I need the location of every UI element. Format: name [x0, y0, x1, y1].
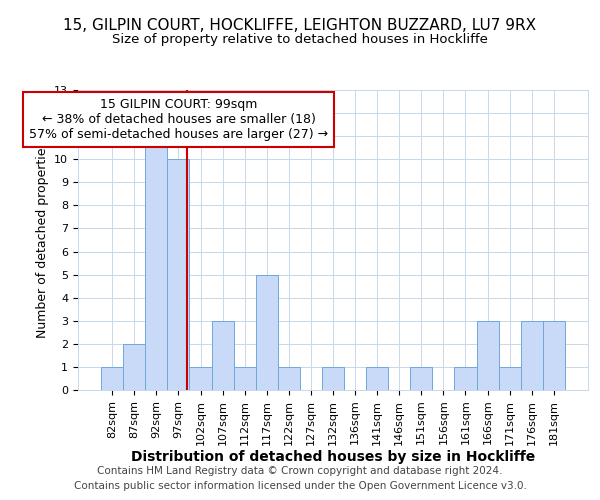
Text: Contains public sector information licensed under the Open Government Licence v3: Contains public sector information licen…: [74, 481, 526, 491]
Text: Contains HM Land Registry data © Crown copyright and database right 2024.: Contains HM Land Registry data © Crown c…: [97, 466, 503, 476]
Bar: [212, 321, 233, 390]
Y-axis label: Number of detached properties: Number of detached properties: [35, 142, 49, 338]
Text: 15 GILPIN COURT: 99sqm
← 38% of detached houses are smaller (18)
57% of semi-det: 15 GILPIN COURT: 99sqm ← 38% of detached…: [29, 98, 328, 141]
Bar: [145, 136, 167, 390]
Bar: [499, 367, 521, 390]
Bar: [167, 159, 190, 390]
Bar: [233, 367, 256, 390]
Bar: [521, 321, 543, 390]
Bar: [366, 367, 388, 390]
Bar: [543, 321, 565, 390]
Bar: [322, 367, 344, 390]
Bar: [101, 367, 123, 390]
Bar: [123, 344, 145, 390]
Bar: [476, 321, 499, 390]
Bar: [278, 367, 300, 390]
Bar: [454, 367, 476, 390]
Text: 15, GILPIN COURT, HOCKLIFFE, LEIGHTON BUZZARD, LU7 9RX: 15, GILPIN COURT, HOCKLIFFE, LEIGHTON BU…: [64, 18, 536, 32]
Text: Size of property relative to detached houses in Hockliffe: Size of property relative to detached ho…: [112, 32, 488, 46]
Bar: [256, 274, 278, 390]
Bar: [410, 367, 433, 390]
Bar: [190, 367, 212, 390]
X-axis label: Distribution of detached houses by size in Hockliffe: Distribution of detached houses by size …: [131, 450, 535, 464]
